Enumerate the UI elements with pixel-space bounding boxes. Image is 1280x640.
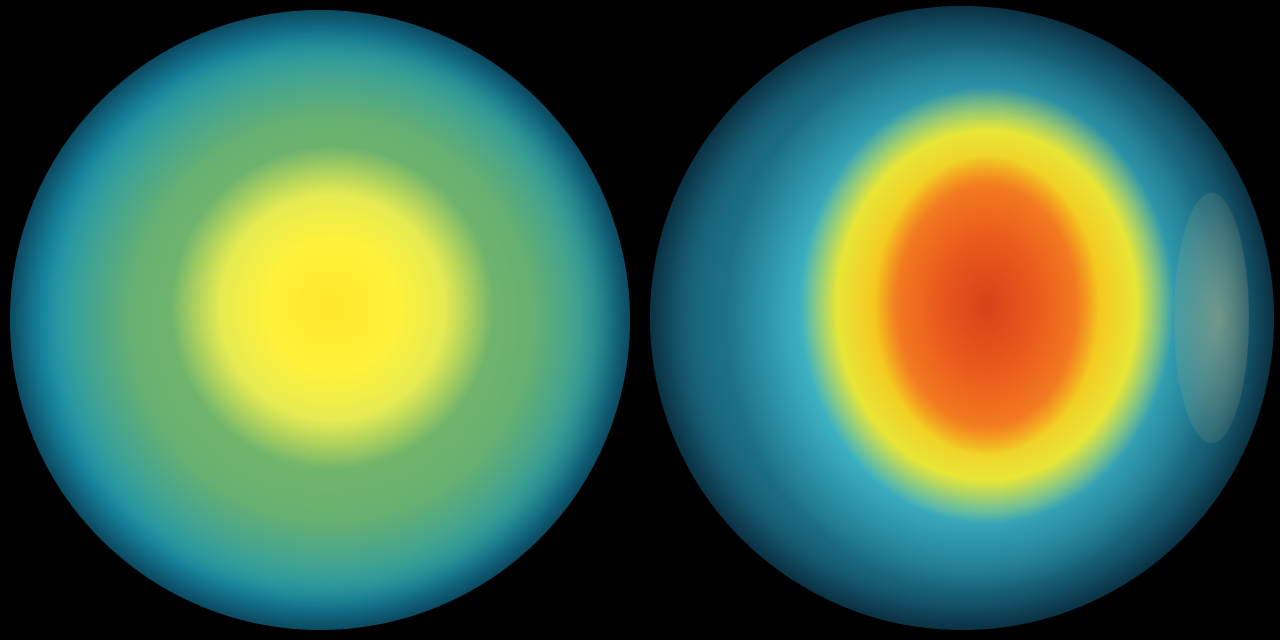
left-globe [10,10,630,630]
right-globe-rim [650,6,1274,630]
right-globe [650,6,1274,630]
left-globe-rim [10,10,630,630]
right-globe-landmass [1174,193,1250,443]
